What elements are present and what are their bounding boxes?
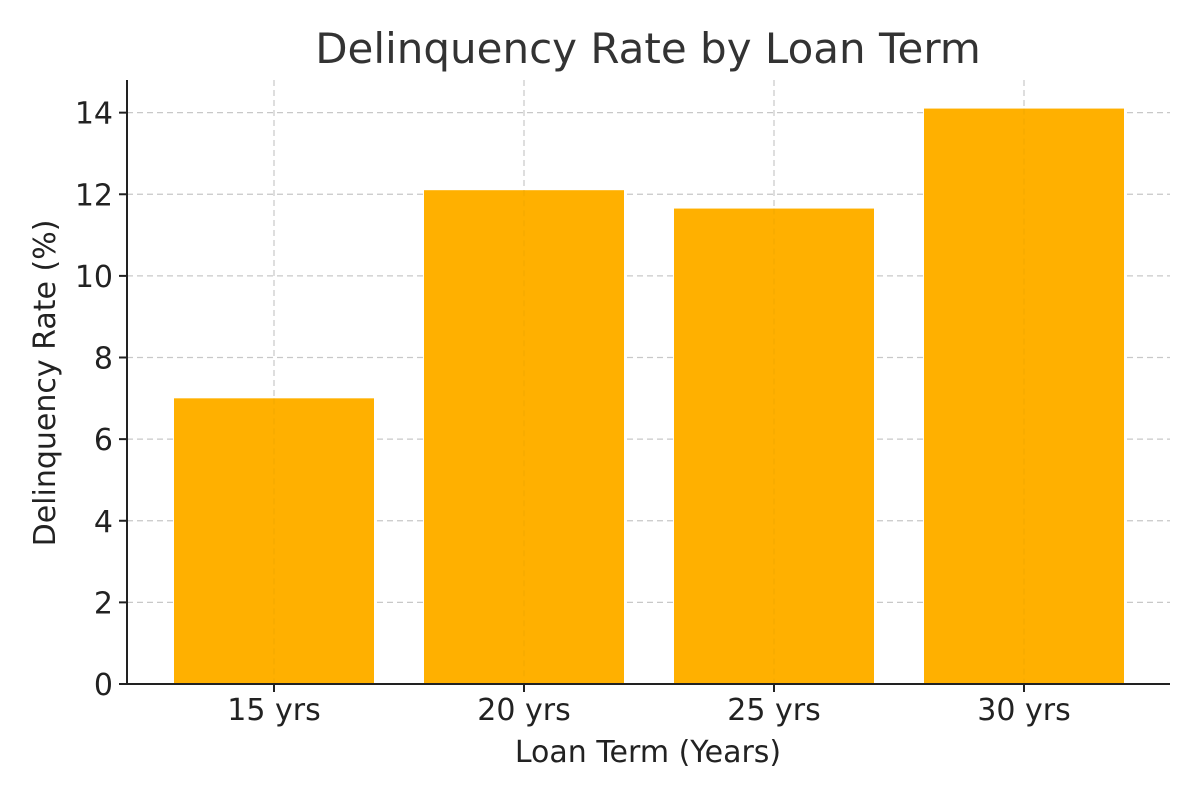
bar — [674, 208, 874, 684]
y-axis-label: Delinquency Rate (%) — [28, 220, 63, 547]
tick-labels: 0 2 4 6 8 10 12 14 15 yrs 20 yrs 25 yrs 30 yrs — [75, 97, 1071, 728]
bar — [924, 108, 1124, 684]
y-tick-label: 6 — [94, 423, 113, 458]
y-tick-label: 4 — [94, 505, 113, 540]
y-tick-label: 14 — [75, 97, 113, 132]
chart-title: Delinquency Rate by Loan Term — [315, 24, 981, 73]
x-tick-label: 30 yrs — [977, 693, 1070, 728]
x-tick-label: 15 yrs — [227, 693, 320, 728]
y-tick-label: 12 — [75, 178, 113, 213]
y-tick-label: 10 — [75, 260, 113, 295]
x-tick-label: 20 yrs — [477, 693, 570, 728]
y-tick-label: 0 — [94, 668, 113, 703]
x-tick-label: 25 yrs — [727, 693, 820, 728]
y-tick-label: 8 — [94, 342, 113, 377]
x-axis-label: Loan Term (Years) — [515, 735, 781, 770]
axes — [119, 80, 1170, 692]
y-tick-label: 2 — [94, 586, 113, 621]
bars — [174, 108, 1124, 684]
